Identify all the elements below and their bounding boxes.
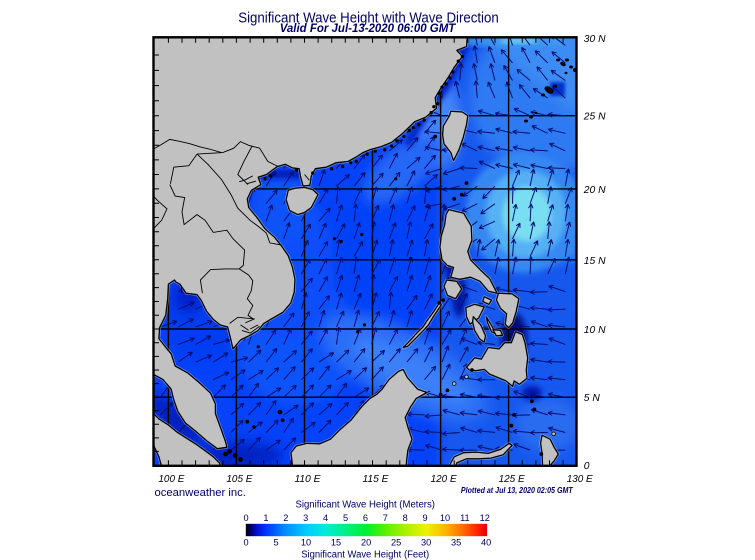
svg-text:Plotted at Jul 13, 2020 02:05: Plotted at Jul 13, 2020 02:05 GMT <box>461 486 574 495</box>
svg-text:Significant Wave Height with W: Significant Wave Height with Wave Direct… <box>238 10 499 26</box>
svg-text:Significant Wave Height (Feet): Significant Wave Height (Feet) <box>301 550 429 560</box>
svg-text:20: 20 <box>361 538 371 548</box>
svg-text:8: 8 <box>403 513 408 523</box>
svg-text:0: 0 <box>584 461 590 472</box>
svg-text:4: 4 <box>323 513 328 523</box>
svg-text:5: 5 <box>343 513 348 523</box>
svg-text:6: 6 <box>363 513 368 523</box>
svg-text:110 E: 110 E <box>295 474 321 485</box>
svg-text:20 N: 20 N <box>583 185 606 196</box>
svg-text:Significant Wave Height (Meter: Significant Wave Height (Meters) <box>295 499 435 510</box>
svg-text:oceanweather inc.: oceanweather inc. <box>155 487 246 499</box>
svg-text:7: 7 <box>383 513 388 523</box>
svg-text:25 N: 25 N <box>583 112 606 123</box>
svg-text:30 N: 30 N <box>584 34 606 45</box>
svg-text:130 E: 130 E <box>567 474 593 485</box>
svg-text:5 N: 5 N <box>584 393 601 404</box>
svg-text:1: 1 <box>263 513 268 523</box>
svg-text:15: 15 <box>331 538 341 548</box>
svg-text:10: 10 <box>440 513 450 523</box>
svg-text:Valid For Jul-13-2020 06:00 GM: Valid For Jul-13-2020 06:00 GMT <box>280 21 457 35</box>
svg-text:25: 25 <box>391 538 401 548</box>
svg-text:120 E: 120 E <box>431 474 457 485</box>
svg-text:11: 11 <box>460 513 470 523</box>
svg-text:2: 2 <box>283 513 288 523</box>
svg-text:3: 3 <box>303 513 308 523</box>
svg-text:35: 35 <box>451 538 461 548</box>
svg-text:9: 9 <box>423 513 428 523</box>
svg-text:115 E: 115 E <box>363 474 389 485</box>
svg-text:105 E: 105 E <box>226 474 252 485</box>
svg-text:10 N: 10 N <box>584 325 606 336</box>
svg-text:12: 12 <box>480 513 490 523</box>
svg-text:15 N: 15 N <box>584 256 606 267</box>
svg-text:100 E: 100 E <box>158 474 184 485</box>
svg-text:0: 0 <box>243 538 248 548</box>
svg-text:0: 0 <box>243 513 248 523</box>
svg-text:125 E: 125 E <box>499 474 525 485</box>
svg-text:10: 10 <box>301 538 311 548</box>
svg-text:30: 30 <box>421 538 431 548</box>
svg-text:5: 5 <box>273 538 278 548</box>
svg-text:40: 40 <box>481 538 491 548</box>
